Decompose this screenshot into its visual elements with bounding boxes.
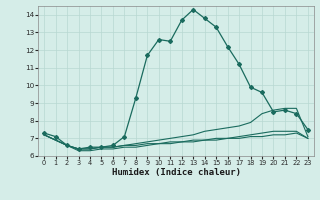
X-axis label: Humidex (Indice chaleur): Humidex (Indice chaleur) <box>111 168 241 177</box>
